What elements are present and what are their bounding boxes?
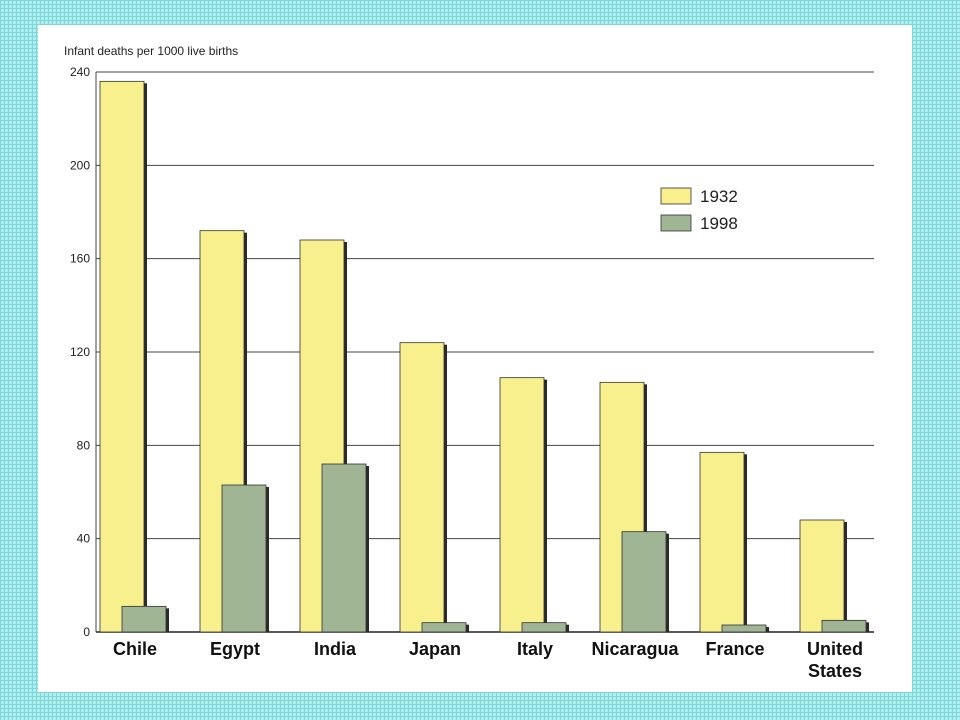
- bar-fill: [399, 342, 445, 633]
- y-tick-label: 160: [70, 252, 90, 266]
- bar-1998: [821, 619, 869, 633]
- bar-fill: [421, 622, 467, 633]
- bar-fill: [321, 463, 367, 633]
- bar-fill: [99, 80, 145, 633]
- bar-1932: [399, 342, 447, 633]
- bar-fill: [121, 605, 167, 633]
- bar-1932: [699, 451, 747, 633]
- bar-fill: [721, 624, 767, 633]
- legend-swatch: [660, 214, 692, 232]
- bar-fill: [699, 451, 745, 633]
- bar-1932: [799, 519, 847, 633]
- category-label: United States: [807, 639, 863, 681]
- category-label: Nicaragua: [591, 639, 679, 659]
- bar-1998: [421, 622, 469, 633]
- bar-fill: [221, 484, 267, 633]
- category-label: Japan: [409, 639, 461, 659]
- bar-1998: [321, 463, 369, 633]
- category-label: France: [705, 639, 764, 659]
- legend-label: 1998: [700, 214, 738, 233]
- bars: [99, 80, 869, 633]
- category-label: Chile: [113, 639, 157, 659]
- bar-fill: [821, 619, 867, 633]
- category-label: Egypt: [210, 639, 260, 659]
- bar-1998: [221, 484, 269, 633]
- bar-1998: [121, 605, 169, 633]
- category-label: Italy: [517, 639, 553, 659]
- bar-1932: [499, 377, 547, 633]
- chart-panel: Infant deaths per 1000 live births 0 40 80…: [38, 25, 912, 692]
- legend: 1932 1998: [660, 187, 738, 233]
- y-axis-label: Infant deaths per 1000 live births: [64, 44, 238, 58]
- bar-fill: [499, 377, 545, 633]
- bar-fill: [799, 519, 845, 633]
- bar-1998: [521, 622, 569, 633]
- y-tick-label: 0: [83, 625, 90, 639]
- category-label: India: [314, 639, 357, 659]
- bar-chart: Infant deaths per 1000 live births 0 40 80…: [64, 44, 874, 681]
- y-tick-label: 200: [70, 158, 90, 172]
- y-tick-label: 40: [77, 532, 91, 546]
- y-tick-label: 120: [70, 345, 90, 359]
- bar-fill: [621, 531, 667, 633]
- bar-1998: [621, 531, 669, 633]
- bar-fill: [521, 622, 567, 633]
- bar-1932: [99, 80, 147, 633]
- y-tick-labels: 0 40 80 120 160 200 240: [70, 65, 90, 639]
- category-labels: Chile Egypt India Japan Italy Nicaragua France…: [113, 639, 863, 681]
- y-tick-label: 80: [77, 438, 91, 452]
- legend-swatch: [660, 187, 692, 205]
- legend-label: 1932: [700, 187, 738, 206]
- y-tick-label: 240: [70, 65, 90, 79]
- bar-1998: [721, 624, 769, 633]
